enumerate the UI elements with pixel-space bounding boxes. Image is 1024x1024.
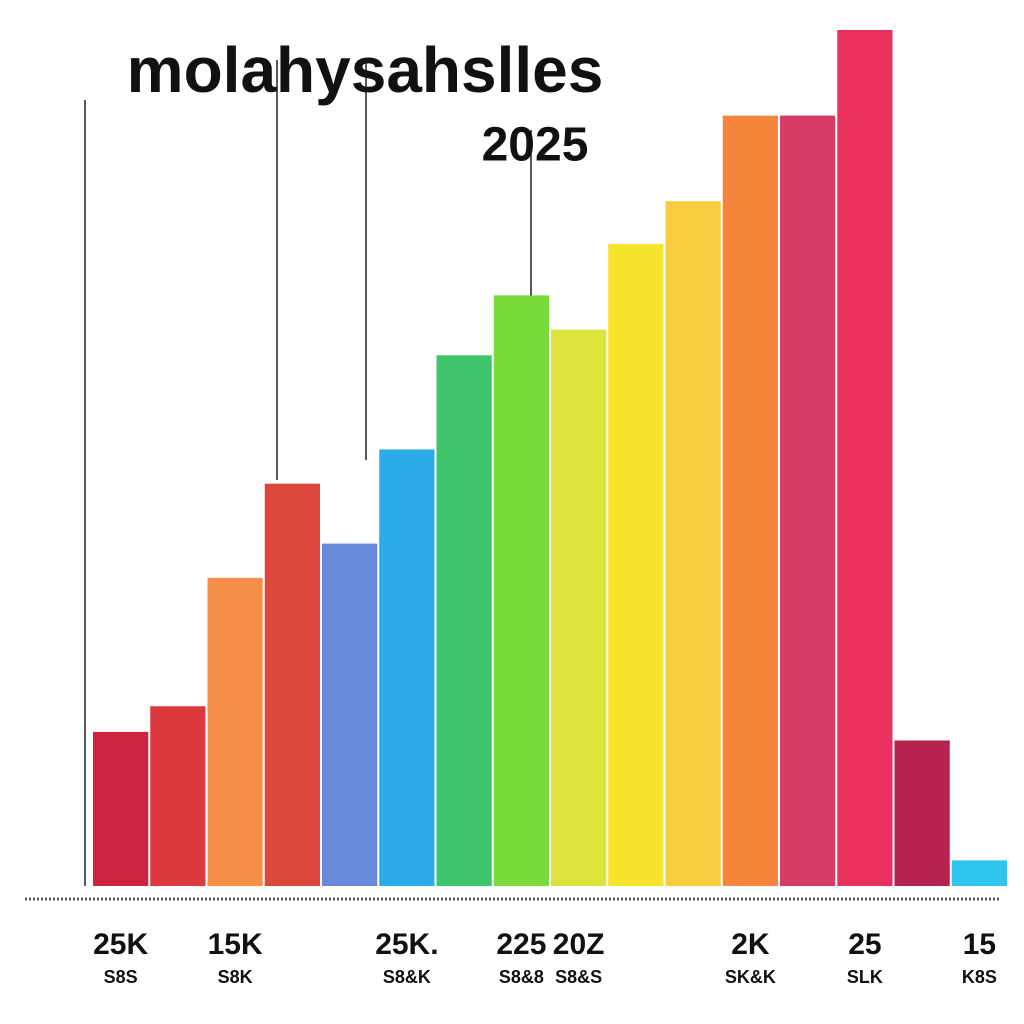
bar — [837, 30, 893, 886]
x-tick-sublabel: K8S — [962, 967, 997, 987]
x-tick-label: 25 — [848, 928, 881, 961]
bar — [951, 860, 1007, 886]
x-tick-sublabel: S8S — [104, 967, 138, 987]
bar — [608, 244, 664, 886]
x-tick-sublabel: S8&K — [383, 967, 431, 987]
bar — [322, 543, 378, 886]
bar — [436, 355, 492, 886]
bar — [207, 577, 263, 886]
bar — [551, 329, 607, 887]
bar — [780, 115, 836, 887]
x-tick-sublabel: SK&K — [725, 967, 776, 987]
bar — [379, 449, 435, 886]
bar — [722, 115, 778, 887]
bar — [493, 295, 549, 886]
x-tick-label: 2K — [731, 928, 770, 961]
bar — [264, 483, 320, 886]
x-tick-label: 15 — [963, 928, 996, 961]
x-tick-label: 25K — [93, 928, 148, 961]
x-tick-label: 20Z — [553, 928, 605, 961]
bar — [894, 740, 950, 886]
x-tick-label: 25K. — [375, 928, 438, 961]
bar — [93, 731, 149, 886]
bars — [93, 30, 1007, 887]
bar — [665, 201, 721, 886]
x-tick-sublabel: S8&8 — [499, 967, 544, 987]
x-tick-sublabel: S8K — [218, 967, 253, 987]
chart-title: molahysahslles — [127, 34, 604, 106]
x-tick-label: 15K — [208, 928, 263, 961]
x-tick-label: 225 — [496, 928, 546, 961]
chart-subtitle: 2025 — [482, 119, 589, 172]
x-tick-sublabel: S8&S — [555, 967, 602, 987]
x-tick-sublabel: SLK — [847, 967, 883, 987]
bar — [150, 706, 206, 886]
